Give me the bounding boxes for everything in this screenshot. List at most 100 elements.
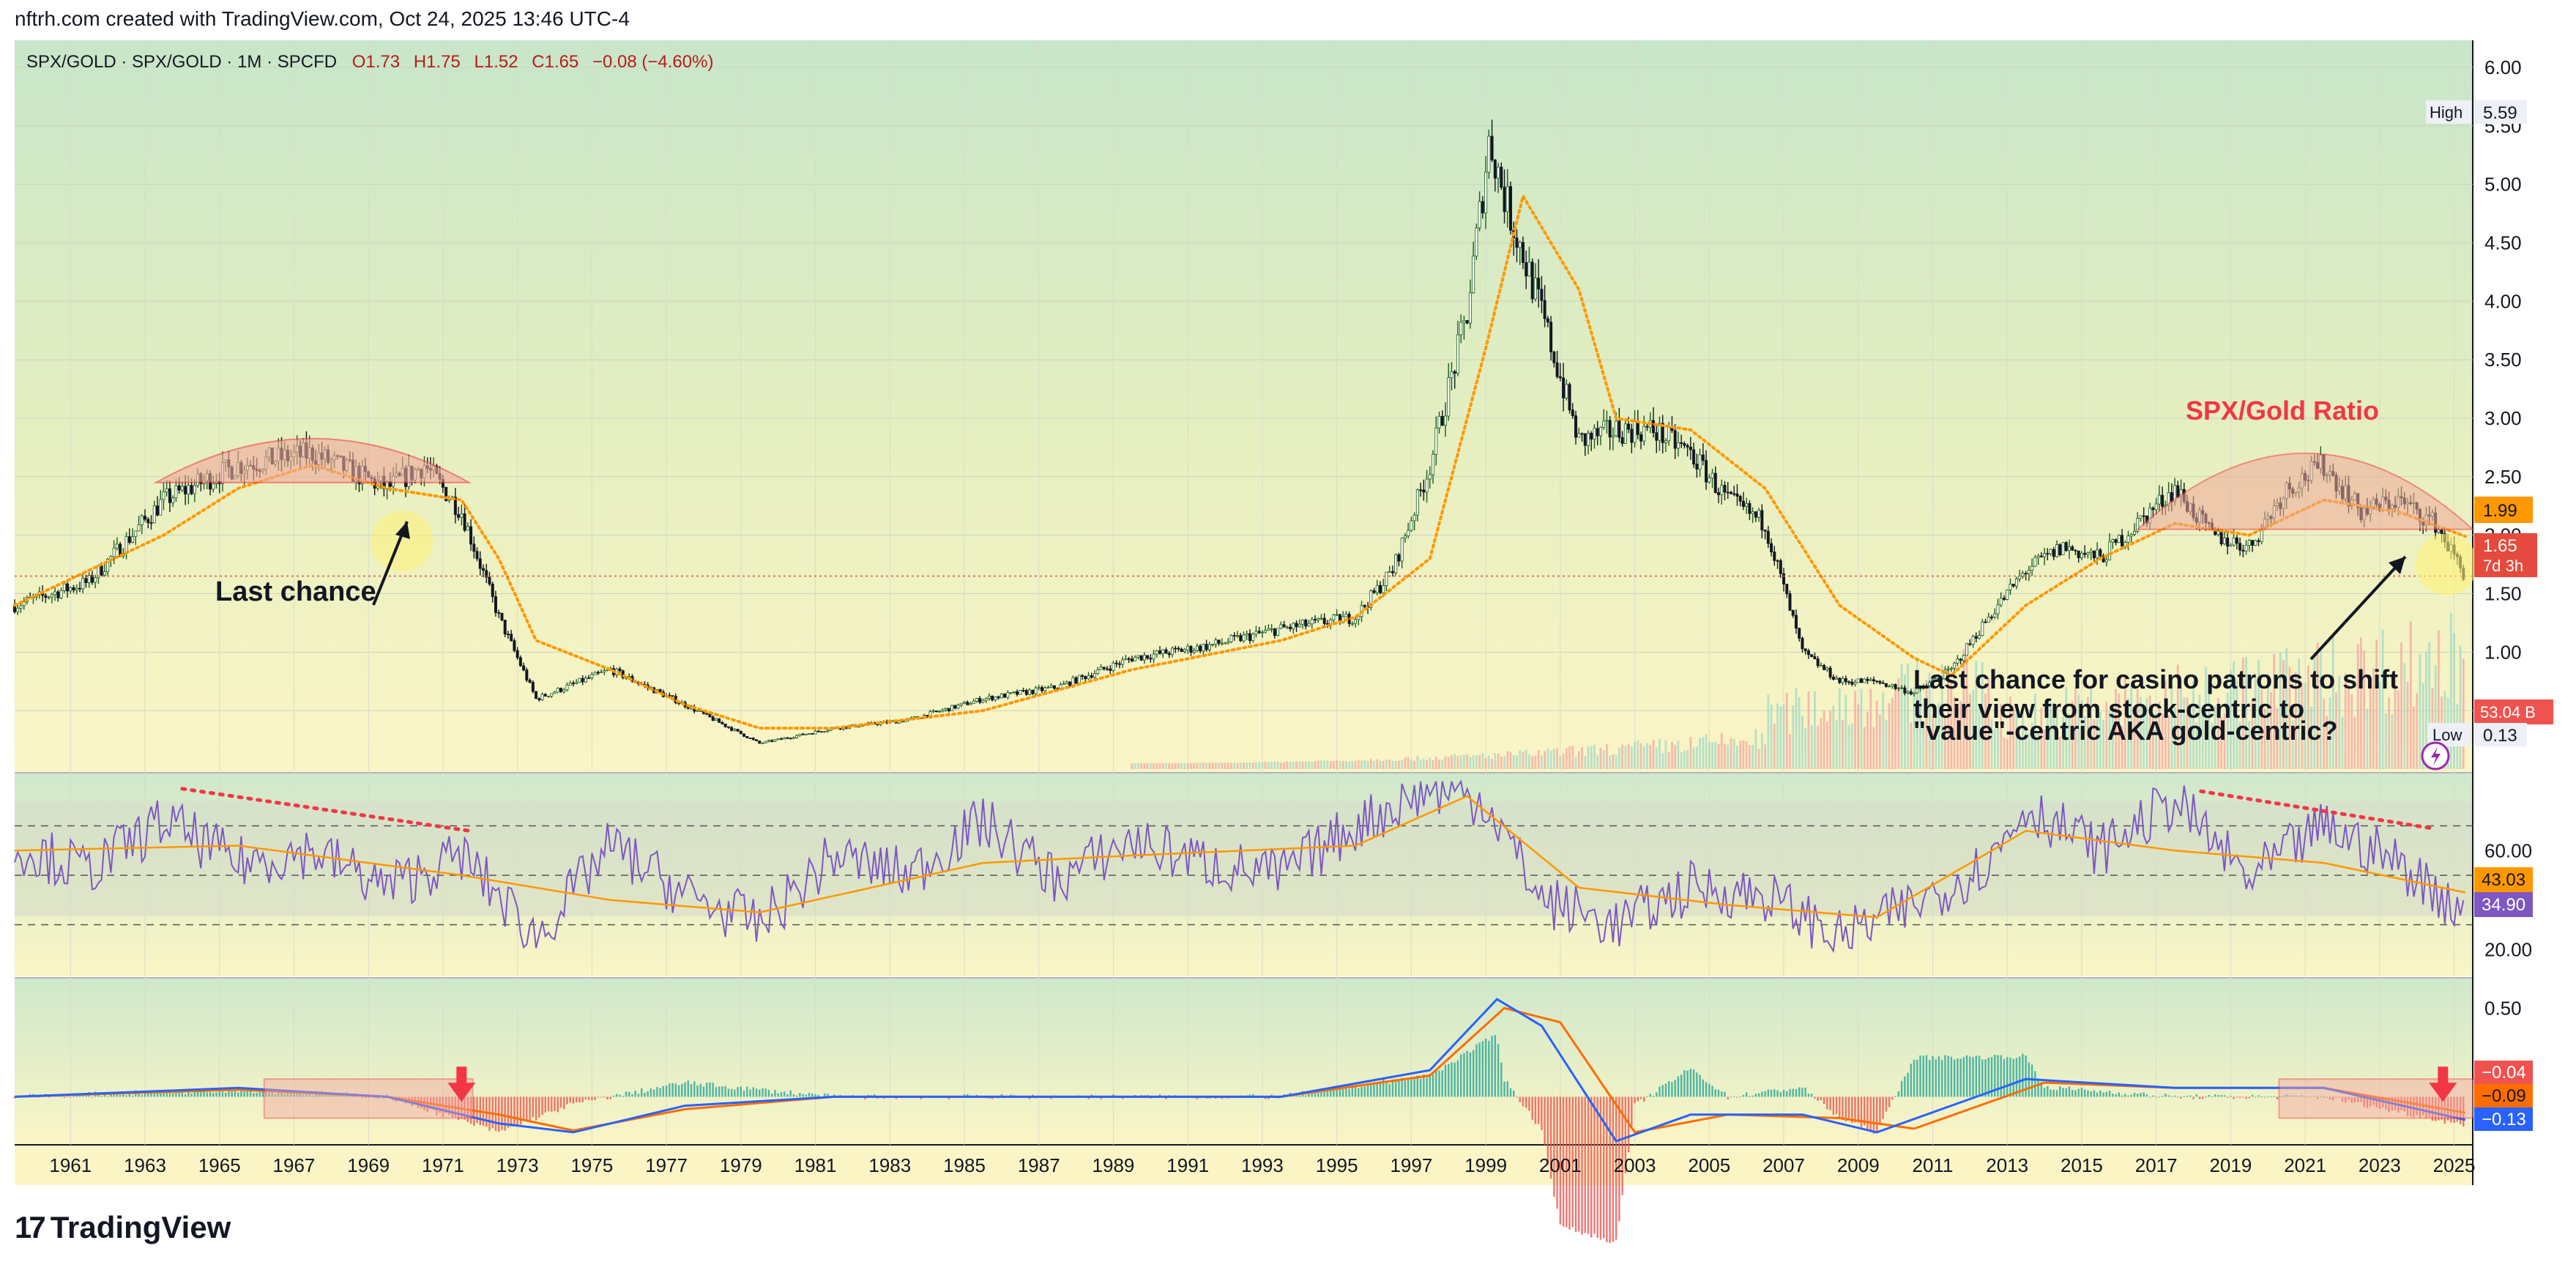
candle-body bbox=[1332, 615, 1336, 620]
volume-bar bbox=[1438, 760, 1440, 769]
macd-hist-bar bbox=[1940, 1060, 1943, 1097]
macd-hist-bar bbox=[1817, 1096, 1819, 1101]
volume-bar bbox=[1615, 754, 1618, 769]
candle-body bbox=[1407, 530, 1410, 537]
volume-bar bbox=[2025, 729, 2028, 769]
macd-hist-bar bbox=[532, 1096, 535, 1118]
macd-hist-bar bbox=[1509, 1088, 1512, 1097]
macd-hist-bar bbox=[808, 1092, 811, 1097]
volume-bar bbox=[1577, 751, 1580, 769]
macd-hist-bar bbox=[200, 1091, 202, 1097]
candle-body bbox=[2111, 539, 2115, 543]
candle-body bbox=[2033, 557, 2037, 567]
volume-bar bbox=[1344, 760, 1347, 769]
macd-hist-bar bbox=[212, 1092, 215, 1097]
macd-hist-bar bbox=[1305, 1095, 1307, 1097]
tradingview-logo[interactable]: 17 TradingView bbox=[15, 1210, 231, 1245]
time-tick-label: 2023 bbox=[2359, 1154, 2401, 1176]
macd-hist-bar bbox=[1602, 1096, 1605, 1239]
volume-bar bbox=[2310, 706, 2312, 769]
macd-hist-bar bbox=[559, 1096, 562, 1108]
candle-body bbox=[134, 530, 138, 537]
macd-hist-bar bbox=[426, 1096, 428, 1113]
candle-body bbox=[1484, 171, 1488, 214]
macd-hist-bar bbox=[1339, 1088, 1341, 1097]
macd-hist-bar bbox=[1432, 1074, 1434, 1097]
candle-body bbox=[1385, 571, 1388, 586]
candle-body bbox=[1344, 614, 1348, 617]
candle-body bbox=[1419, 489, 1423, 491]
volume-bar bbox=[1897, 678, 1900, 769]
macd-hist-bar bbox=[1637, 1096, 1639, 1102]
candle-body bbox=[1729, 491, 1732, 494]
candle-body bbox=[1530, 261, 1534, 300]
last-price: 1.65 bbox=[2483, 536, 2517, 556]
macd-hist-bar bbox=[1596, 1096, 1598, 1238]
macd-hist-bar bbox=[1385, 1081, 1388, 1097]
macd-hist-bar bbox=[2279, 1096, 2282, 1097]
macd-hist-bar bbox=[1937, 1056, 1940, 1097]
candle-body bbox=[525, 669, 529, 681]
volume-bar bbox=[2329, 697, 2331, 769]
time-tick-label: 1985 bbox=[943, 1154, 986, 1176]
macd-hist-bar bbox=[1717, 1089, 1720, 1097]
macd-hist-bar bbox=[2431, 1096, 2434, 1121]
candle-body bbox=[1546, 318, 1549, 323]
candle-body bbox=[1062, 683, 1065, 686]
time-tick-label: 1991 bbox=[1166, 1154, 1209, 1176]
macd-hist-bar bbox=[895, 1096, 897, 1099]
candle-body bbox=[1639, 434, 1643, 442]
candle-body bbox=[801, 733, 805, 735]
time-axis[interactable]: 1961 1963 1965 1967 1969 1971 1973 1975 1977 1979… bbox=[49, 1154, 2475, 1176]
volume-bar bbox=[1699, 738, 1701, 769]
legend-text: SPX/GOLD · SPX/GOLD · 1M · SPCFD O1.73 H… bbox=[26, 52, 713, 72]
volume-bar bbox=[2406, 681, 2409, 769]
candle-body bbox=[745, 736, 749, 738]
candle-body bbox=[165, 488, 168, 492]
macd-hist-bar bbox=[2419, 1096, 2421, 1118]
candle-body bbox=[550, 693, 554, 697]
candle-body bbox=[1214, 639, 1218, 645]
macd-hist-bar bbox=[547, 1096, 550, 1112]
macd-hist-bar bbox=[603, 1096, 606, 1098]
volume-bar bbox=[2356, 644, 2359, 769]
macd-hist-bar bbox=[2273, 1096, 2275, 1097]
macd-hist-bar bbox=[2288, 1095, 2291, 1097]
macd-hist-bar bbox=[1391, 1079, 1394, 1097]
candle-body bbox=[1354, 619, 1358, 624]
macd-hist-bar bbox=[1333, 1088, 1335, 1097]
macd-hist-bar bbox=[1354, 1086, 1357, 1097]
candle-body bbox=[103, 571, 106, 576]
macd-hist-bar bbox=[2233, 1096, 2235, 1099]
macd-hist-bar bbox=[1804, 1087, 1806, 1097]
volume-bar bbox=[1814, 691, 1816, 769]
time-tick-label: 1967 bbox=[273, 1154, 316, 1176]
volume-bar bbox=[1373, 761, 1375, 769]
candle-body bbox=[1019, 690, 1022, 695]
candle-body bbox=[1192, 650, 1196, 653]
time-tick-label: 1993 bbox=[1241, 1154, 1284, 1176]
time-tick-label: 1987 bbox=[1018, 1154, 1060, 1176]
volume-bar bbox=[2158, 702, 2161, 769]
volume-bar bbox=[1522, 751, 1525, 769]
time-tick-label: 2001 bbox=[1539, 1154, 1582, 1176]
macd-hist-bar bbox=[234, 1089, 237, 1097]
candle-body bbox=[1984, 621, 1987, 623]
volume-bar bbox=[2388, 697, 2390, 769]
volume-bar bbox=[2416, 692, 2419, 769]
candle-body bbox=[171, 497, 175, 503]
candle-body bbox=[2092, 550, 2096, 559]
macd-hist-bar bbox=[1264, 1096, 1267, 1099]
candle-body bbox=[1598, 426, 1602, 437]
candle-body bbox=[2229, 544, 2233, 547]
volume-bar bbox=[1745, 741, 1748, 769]
macd-hist-bar bbox=[526, 1096, 528, 1122]
macd-hist-bar bbox=[693, 1081, 696, 1097]
candle-body bbox=[1956, 658, 1959, 664]
candle-body bbox=[1962, 655, 1965, 661]
volume-bar bbox=[1273, 761, 1276, 769]
candle-body bbox=[723, 723, 727, 727]
volume-bar bbox=[1683, 750, 1686, 769]
macd-hist-bar bbox=[1323, 1088, 1325, 1097]
